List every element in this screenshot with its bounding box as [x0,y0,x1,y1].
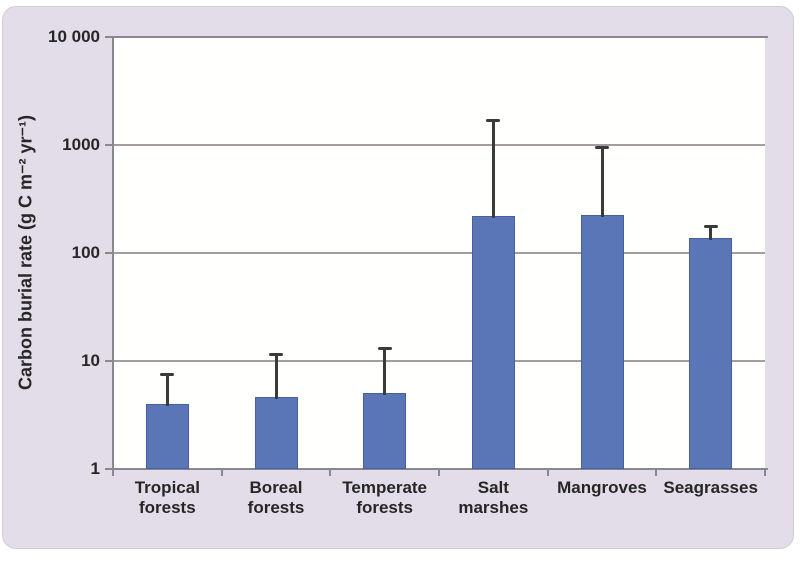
x-tick-label: Tropical forests [134,478,200,517]
x-tick-label: Temperate forests [342,478,428,517]
plot-frame-top [112,36,768,38]
error-bar-cap [486,118,501,122]
y-axis-tick [105,144,112,146]
x-tick-label: Boreal forests [247,478,305,517]
y-axis-tick [105,468,112,470]
bar [145,403,189,469]
y-tick-label: 10 [81,351,100,370]
x-axis-tick [112,470,114,476]
error-bar [383,348,387,395]
error-bar [600,147,604,217]
x-axis-line [112,468,768,470]
x-tick-label: Seagrasses [663,478,758,497]
x-axis-tick [438,470,440,476]
x-tick-label: Mangroves [557,478,647,497]
error-bar-cap [377,347,392,351]
x-axis-tick [764,470,766,476]
error-bar [491,119,495,219]
y-tick-label: 10 000 [48,27,100,46]
error-bar [709,226,713,240]
y-tick-label: 100 [71,243,100,262]
error-bar-cap [269,352,283,356]
y-axis-tick [105,252,112,254]
x-tick-label: Salt marshes [458,478,529,517]
gridline [113,360,765,362]
y-axis-tick [105,360,112,362]
error-bar-cap [160,372,175,376]
x-axis-tick [329,470,332,476]
error-bar-cap [595,146,609,150]
bar [580,214,624,469]
gridline [113,252,765,254]
bar [363,392,407,469]
x-axis-tick [220,470,223,476]
error-bar [165,373,169,406]
y-axis-line [112,37,114,471]
y-tick-label: 1000 [62,135,100,154]
x-axis-tick [655,470,658,476]
bar [471,216,515,469]
y-tick-label: 1 [90,459,100,478]
error-bar-cap [703,225,718,229]
y-axis-tick [105,36,112,38]
bar [254,397,298,469]
x-axis-tick [546,470,549,476]
error-bar [274,353,278,400]
bar [689,237,733,469]
gridline [113,144,765,146]
